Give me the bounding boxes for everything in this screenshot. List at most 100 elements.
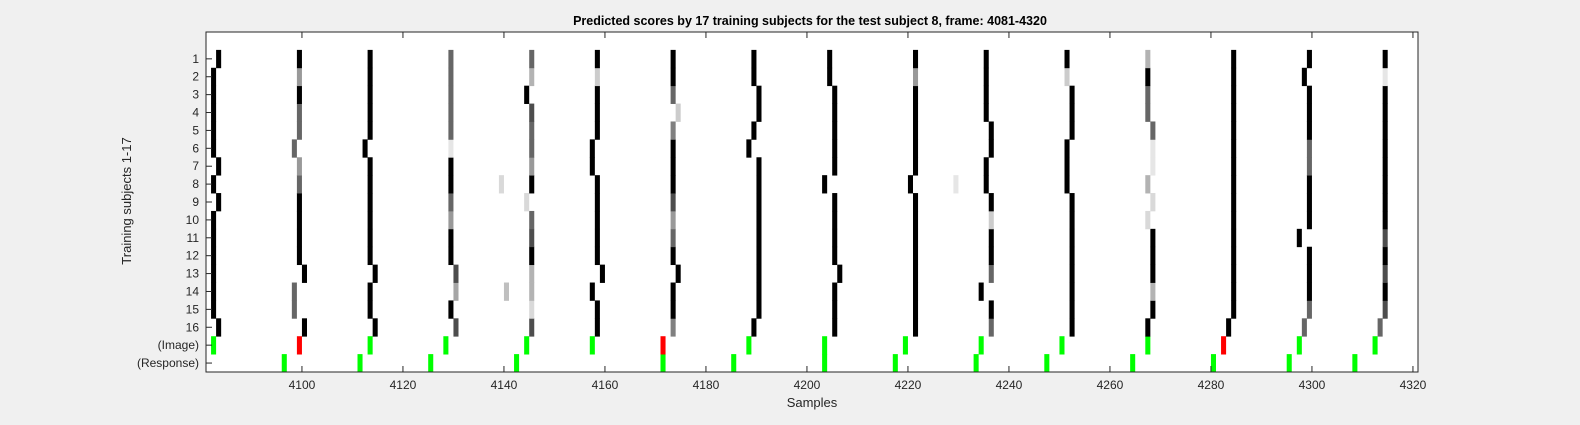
score-mark bbox=[367, 103, 373, 122]
response-event-mark bbox=[973, 354, 979, 373]
score-mark bbox=[448, 121, 454, 140]
score-mark bbox=[524, 193, 530, 212]
score-mark bbox=[1150, 121, 1156, 140]
response-event-mark bbox=[281, 354, 287, 373]
score-mark bbox=[1306, 193, 1312, 212]
score-mark bbox=[1382, 228, 1388, 248]
score-mark bbox=[751, 67, 757, 87]
score-mark bbox=[988, 210, 994, 230]
score-mark bbox=[301, 264, 307, 283]
score-mark bbox=[670, 210, 676, 230]
y-tick-label: 13 bbox=[186, 267, 200, 281]
title-layer: Predicted scores by 17 training subjects… bbox=[573, 14, 1047, 28]
score-mark bbox=[1382, 67, 1388, 87]
score-mark bbox=[1231, 139, 1237, 158]
score-mark bbox=[1231, 193, 1237, 212]
score-mark bbox=[670, 157, 676, 176]
score-mark bbox=[211, 300, 217, 319]
score-mark bbox=[978, 282, 984, 301]
response-event-mark bbox=[1210, 354, 1216, 373]
score-mark bbox=[529, 228, 535, 248]
score-mark bbox=[1069, 318, 1075, 337]
score-mark bbox=[211, 246, 217, 266]
image-event-mark bbox=[822, 336, 828, 355]
score-mark bbox=[751, 121, 757, 140]
x-axis-label: Samples bbox=[787, 395, 838, 410]
score-mark bbox=[1231, 103, 1237, 122]
score-mark bbox=[1231, 85, 1237, 104]
score-mark bbox=[756, 246, 762, 266]
score-mark bbox=[988, 300, 994, 319]
score-mark bbox=[1231, 300, 1237, 319]
score-mark bbox=[988, 246, 994, 266]
score-mark bbox=[448, 49, 454, 69]
score-mark bbox=[756, 300, 762, 319]
score-mark bbox=[211, 210, 217, 230]
score-mark bbox=[1306, 121, 1312, 140]
score-mark bbox=[756, 175, 762, 194]
score-mark bbox=[1377, 318, 1383, 337]
score-mark bbox=[296, 121, 302, 140]
score-mark bbox=[453, 264, 459, 283]
y-tick-label: 1 bbox=[192, 52, 199, 66]
image-event-mark bbox=[1145, 336, 1151, 355]
score-mark bbox=[913, 246, 919, 266]
score-mark bbox=[983, 67, 989, 87]
score-mark bbox=[296, 103, 302, 122]
score-mark bbox=[832, 210, 838, 230]
score-mark bbox=[529, 300, 535, 319]
image-event-mark bbox=[902, 336, 908, 355]
score-mark bbox=[832, 103, 838, 122]
y-tick-label: 7 bbox=[192, 159, 199, 173]
score-mark bbox=[1382, 103, 1388, 122]
score-mark bbox=[211, 282, 217, 301]
score-mark bbox=[983, 175, 989, 194]
score-mark bbox=[832, 282, 838, 301]
score-mark bbox=[832, 85, 838, 104]
score-mark bbox=[953, 175, 959, 194]
score-mark bbox=[211, 67, 217, 87]
score-mark bbox=[589, 157, 595, 176]
score-mark bbox=[1064, 157, 1070, 176]
score-mark bbox=[1231, 157, 1237, 176]
x-tick-label: 4280 bbox=[1198, 378, 1225, 392]
score-mark bbox=[1306, 264, 1312, 283]
score-mark bbox=[1306, 282, 1312, 301]
x-tick-label: 4300 bbox=[1299, 378, 1326, 392]
score-mark bbox=[453, 282, 459, 301]
score-mark bbox=[1382, 139, 1388, 158]
score-mark bbox=[751, 49, 757, 69]
score-mark bbox=[983, 157, 989, 176]
x-tick-label: 4220 bbox=[895, 378, 922, 392]
y-tick-label: 8 bbox=[192, 177, 199, 191]
score-mark bbox=[448, 246, 454, 266]
score-mark bbox=[1382, 300, 1388, 319]
score-mark bbox=[1306, 300, 1312, 319]
score-mark bbox=[983, 85, 989, 104]
score-mark bbox=[1306, 246, 1312, 266]
y-axis-label: Training subjects 1-17 bbox=[119, 137, 134, 264]
score-mark bbox=[1382, 157, 1388, 176]
score-mark bbox=[448, 139, 454, 158]
score-mark bbox=[448, 157, 454, 176]
score-mark bbox=[529, 67, 535, 87]
score-mark bbox=[211, 139, 217, 158]
score-mark bbox=[988, 139, 994, 158]
score-mark bbox=[1306, 157, 1312, 176]
score-mark bbox=[746, 139, 752, 158]
score-mark bbox=[670, 246, 676, 266]
score-mark bbox=[291, 300, 297, 319]
score-mark bbox=[589, 139, 595, 158]
score-mark bbox=[675, 264, 681, 283]
score-mark bbox=[913, 318, 919, 337]
score-mark bbox=[913, 210, 919, 230]
score-mark bbox=[1064, 49, 1070, 69]
score-mark bbox=[594, 67, 600, 87]
score-mark bbox=[291, 139, 297, 158]
score-mark bbox=[529, 49, 535, 69]
score-mark bbox=[1226, 318, 1232, 337]
x-tick-label: 4120 bbox=[390, 378, 417, 392]
image-event-mark bbox=[1059, 336, 1065, 355]
score-mark bbox=[1145, 210, 1151, 230]
score-mark bbox=[594, 228, 600, 248]
